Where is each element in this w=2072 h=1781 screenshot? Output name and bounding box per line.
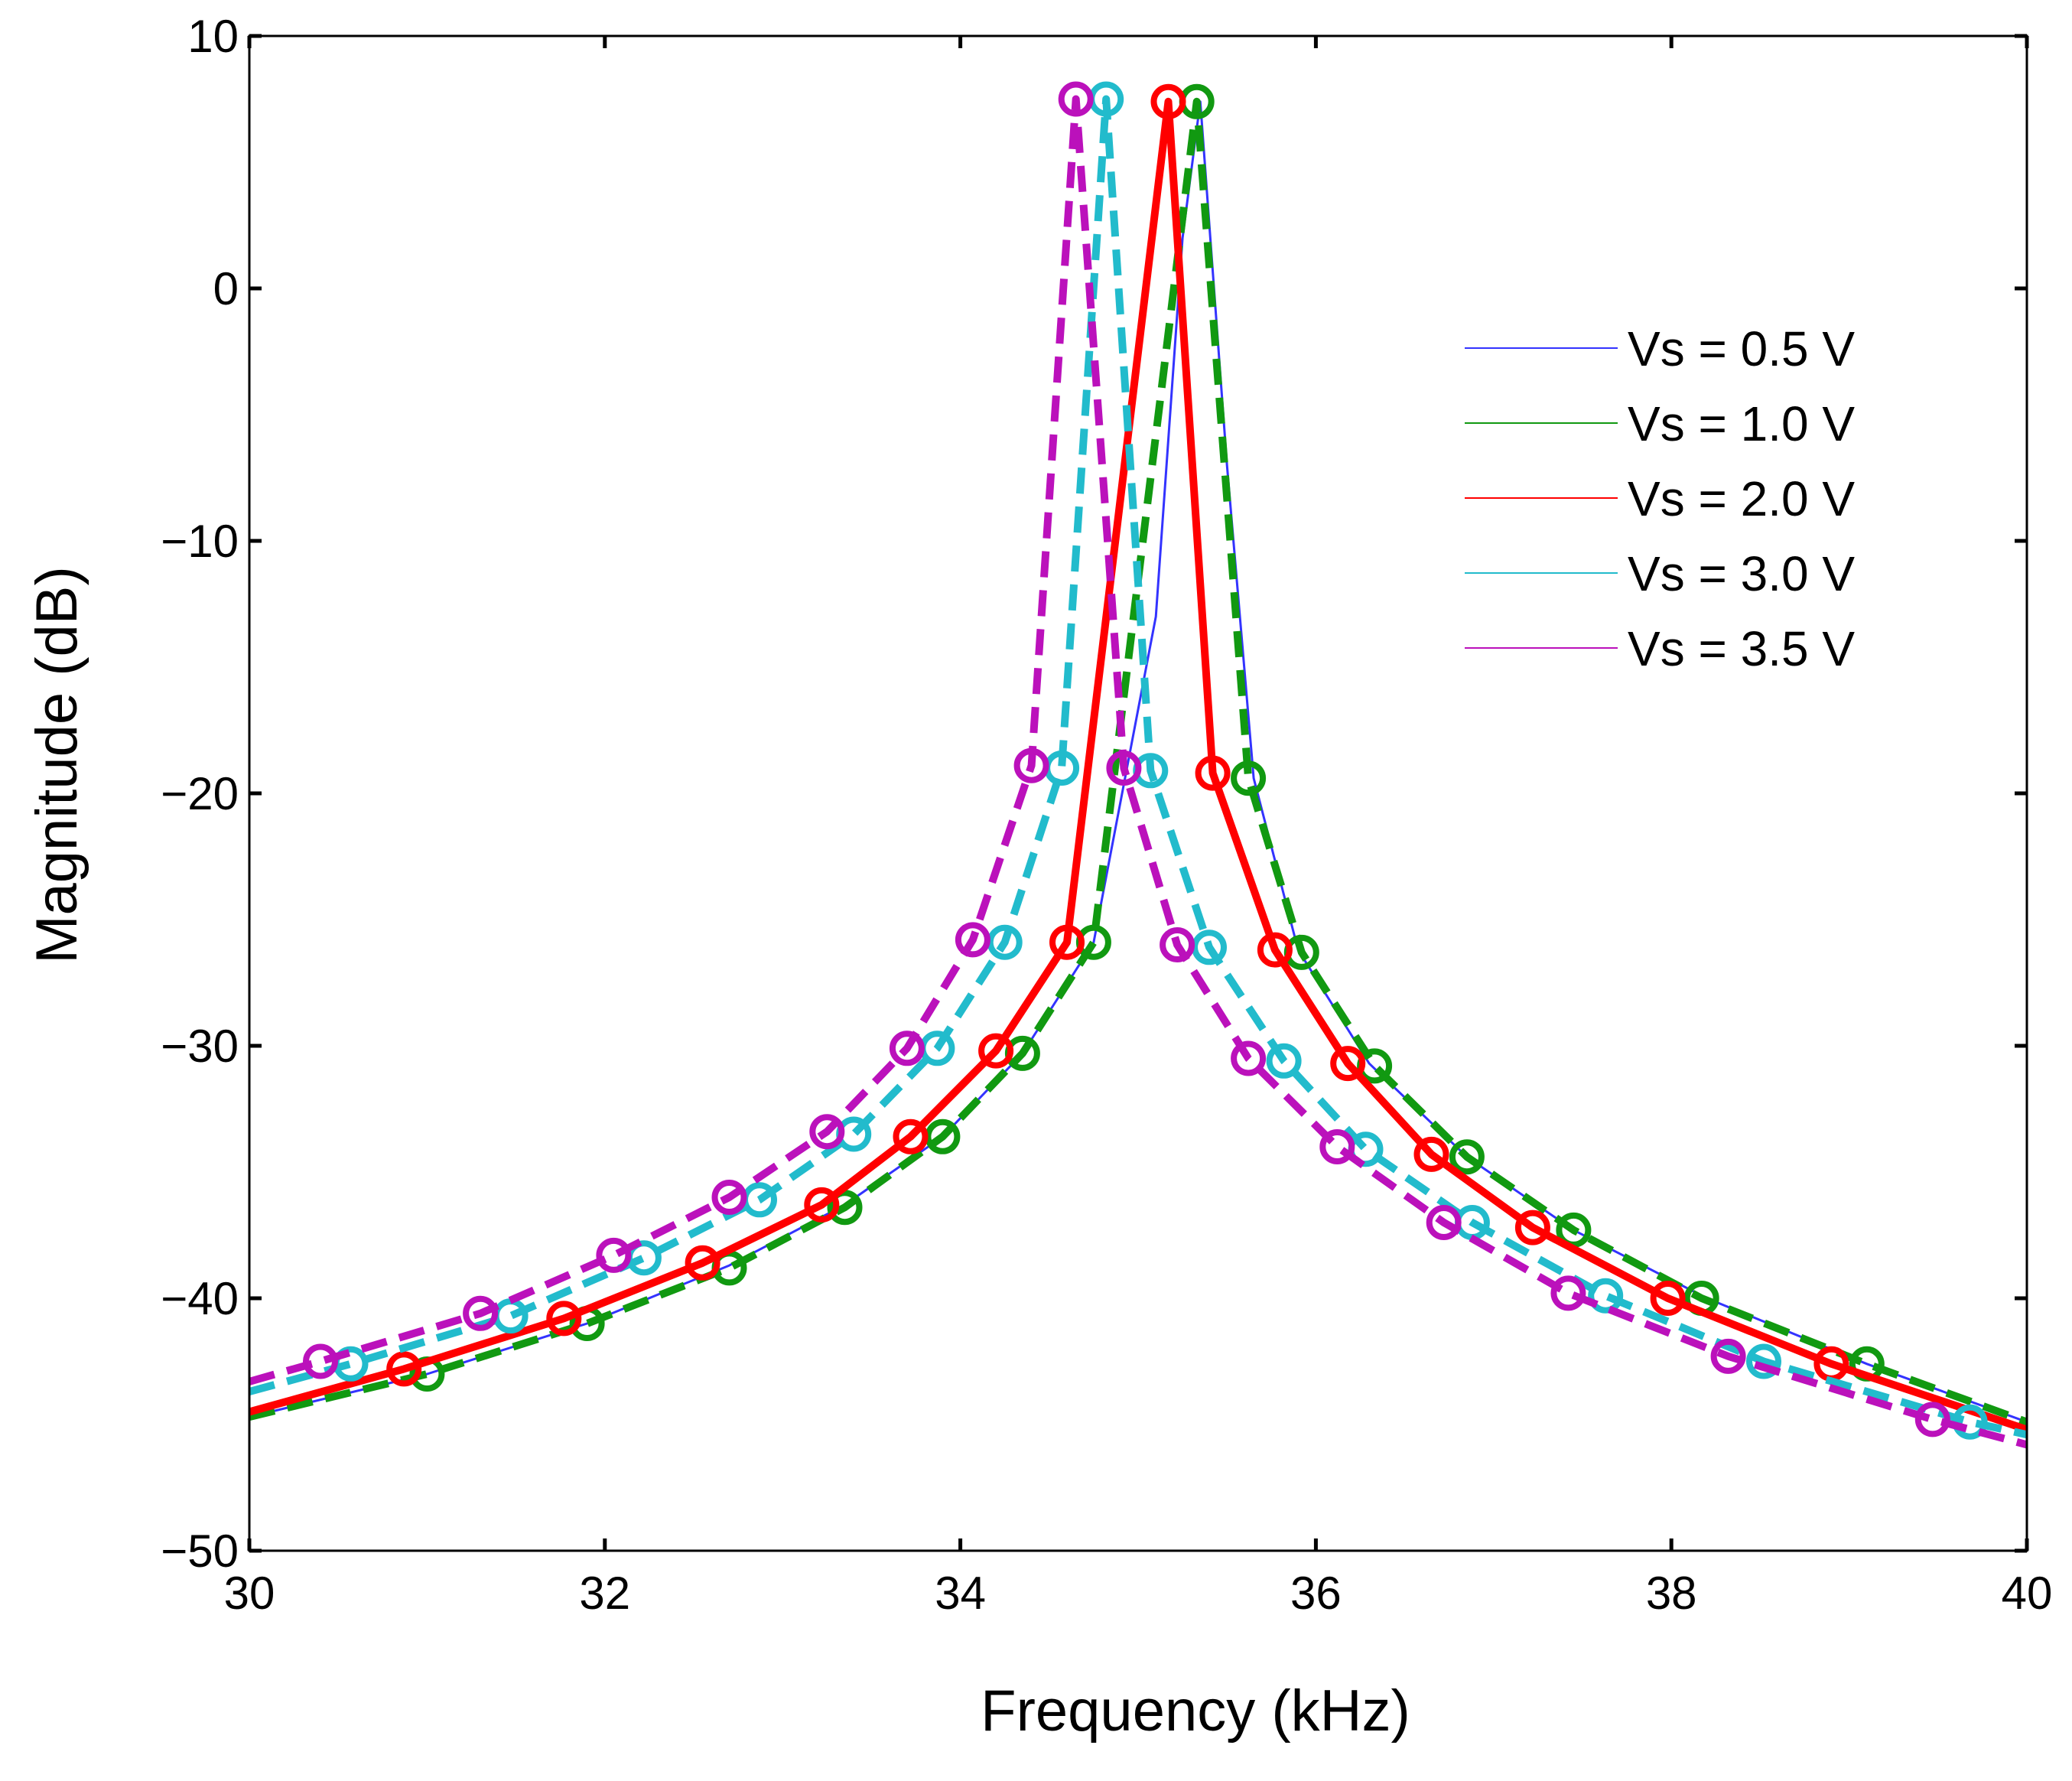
series-5-marker: [955, 922, 990, 958]
legend-label: Vs = 1.0 V: [1628, 396, 1855, 451]
series-4-marker: [1192, 930, 1227, 965]
series-4-marker: [1266, 1043, 1302, 1079]
series-2-marker: [1231, 760, 1267, 796]
series-3-marker: [1650, 1281, 1686, 1316]
legend-label: Vs = 2.0 V: [1628, 471, 1855, 526]
series-3-marker: [804, 1187, 840, 1223]
y-axis-title: Magnitude (dB): [24, 566, 89, 964]
series-5-marker: [889, 1031, 925, 1066]
y-tick-label: −50: [161, 1525, 239, 1577]
legend-entry-4: Vs = 3.0 V: [1465, 546, 1855, 601]
series-5-marker: [1160, 927, 1195, 962]
series-5-marker: [596, 1237, 632, 1273]
legend-entry-3: Vs = 2.0 V: [1465, 471, 1855, 526]
series-5-marker: [1231, 1040, 1267, 1076]
legend-label: Vs = 3.0 V: [1628, 546, 1855, 601]
legend-entry-2: Vs = 1.0 V: [1465, 396, 1855, 451]
legend: Vs = 0.5 V Vs = 1.0 V Vs = 2.0 V Vs = 3.0 V…: [1465, 321, 1855, 676]
series-line-4: [249, 95, 2027, 1439]
series-5-marker: [711, 1180, 747, 1215]
series-line-2: [249, 97, 2027, 1426]
y-tick-label: −30: [161, 1021, 239, 1072]
series-4-marker: [1746, 1343, 1781, 1379]
series-3-marker: [978, 1033, 1014, 1069]
legend-label: Vs = 0.5 V: [1628, 321, 1855, 376]
series-5-marker: [1426, 1205, 1462, 1240]
series-3: [249, 83, 2027, 1434]
series-5-marker: [1058, 81, 1094, 117]
x-axis-title: Frequency (kHz): [981, 1678, 1410, 1744]
series-5-marker: [809, 1114, 845, 1150]
series-3-marker: [1195, 755, 1231, 791]
x-tick-label: 38: [1646, 1568, 1697, 1619]
series-line-5: [249, 95, 2027, 1449]
series-3-marker: [1049, 924, 1085, 960]
series-5-marker: [1550, 1275, 1586, 1311]
series-5-marker: [303, 1343, 338, 1379]
series-5-marker: [1106, 750, 1142, 786]
series-5-marker: [1319, 1129, 1355, 1164]
y-tick-label: −40: [161, 1273, 239, 1324]
series-2-marker: [1449, 1139, 1485, 1175]
series-3-marker: [893, 1118, 929, 1154]
series-4-marker: [1588, 1278, 1624, 1314]
axes-layer: 30 32 34 36 38 40 10 0 −10 −20 −30 −40 −50: [161, 11, 2052, 1619]
x-tick-label: 30: [224, 1568, 275, 1619]
legend-label: Vs = 3.5 V: [1628, 621, 1855, 676]
series-3-marker: [1514, 1210, 1550, 1245]
x-tick-label: 32: [579, 1568, 630, 1619]
series-5: [249, 81, 2027, 1449]
series-4-marker: [987, 924, 1023, 960]
x-tick-label: 34: [935, 1568, 986, 1619]
y-tick-label: −10: [161, 516, 239, 567]
series-5-marker: [1914, 1402, 1950, 1437]
x-tick-label: 40: [2002, 1568, 2053, 1619]
series-layer: [249, 81, 2027, 1449]
y-tick-label: 0: [213, 263, 239, 314]
series-5-marker: [1710, 1338, 1746, 1374]
y-tick-label: 10: [187, 11, 239, 62]
series-2-marker: [1556, 1212, 1592, 1248]
series-3-marker: [1257, 932, 1293, 968]
legend-entry-1: Vs = 0.5 V: [1465, 321, 1855, 376]
series-3-marker: [546, 1301, 582, 1337]
legend-entry-5: Vs = 3.5 V: [1465, 621, 1855, 676]
series-5-marker: [463, 1295, 499, 1331]
series-3-marker: [1330, 1046, 1366, 1082]
series-3-marker: [386, 1351, 422, 1387]
x-tick-label: 36: [1290, 1568, 1342, 1619]
series-5-marker: [1013, 747, 1049, 783]
series-2-marker: [827, 1190, 863, 1226]
series-4-marker: [493, 1298, 529, 1334]
series-3-marker: [685, 1245, 720, 1281]
plot-frame: [248, 34, 2028, 1552]
series-3-marker: [1413, 1136, 1449, 1172]
series-4: [249, 81, 2027, 1440]
series-line-3: [249, 97, 2027, 1434]
series-3-marker: [1150, 83, 1186, 119]
series-2: [249, 83, 2027, 1426]
y-tick-label: −20: [161, 768, 239, 819]
